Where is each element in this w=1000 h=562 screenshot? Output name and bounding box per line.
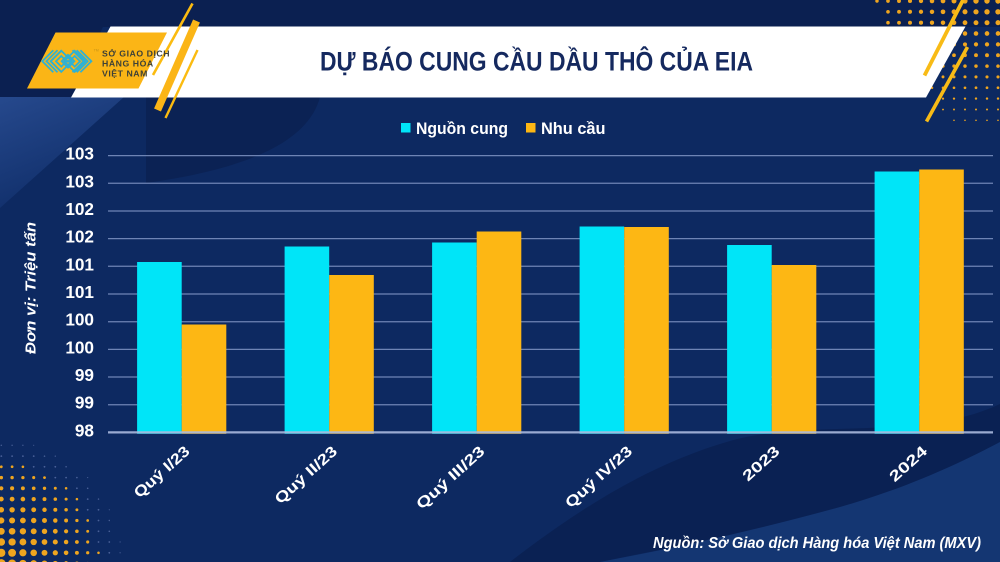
svg-text:102: 102 xyxy=(65,199,94,219)
svg-text:98: 98 xyxy=(75,420,95,440)
svg-text:99: 99 xyxy=(75,365,94,385)
svg-text:99: 99 xyxy=(75,393,94,413)
svg-text:101: 101 xyxy=(65,282,94,302)
svg-text:Nguồn: Sở Giao dịch Hàng hóa V: Nguồn: Sở Giao dịch Hàng hóa Việt Nam (M… xyxy=(653,535,981,552)
svg-text:100: 100 xyxy=(65,310,94,330)
svg-text:VIỆT NAM: VIỆT NAM xyxy=(102,68,148,79)
svg-text:101: 101 xyxy=(65,254,94,274)
svg-text:TM: TM xyxy=(94,49,99,53)
svg-text:DỰ BÁO CUNG CẦU DẦU THÔ CỦA EI: DỰ BÁO CUNG CẦU DẦU THÔ CỦA EIA xyxy=(320,47,753,77)
svg-text:100: 100 xyxy=(65,337,94,357)
svg-text:Nguồn cung: Nguồn cung xyxy=(416,119,508,138)
svg-text:103: 103 xyxy=(65,171,94,191)
svg-text:Nhu cầu: Nhu cầu xyxy=(541,119,606,138)
svg-text:HÀNG HÓA: HÀNG HÓA xyxy=(102,58,154,69)
svg-text:Đơn vị: Triệu tấn: Đơn vị: Triệu tấn xyxy=(23,222,40,354)
svg-text:103: 103 xyxy=(65,144,94,164)
svg-text:102: 102 xyxy=(65,227,94,247)
svg-text:SỞ GIAO DỊCH: SỞ GIAO DỊCH xyxy=(102,48,170,59)
